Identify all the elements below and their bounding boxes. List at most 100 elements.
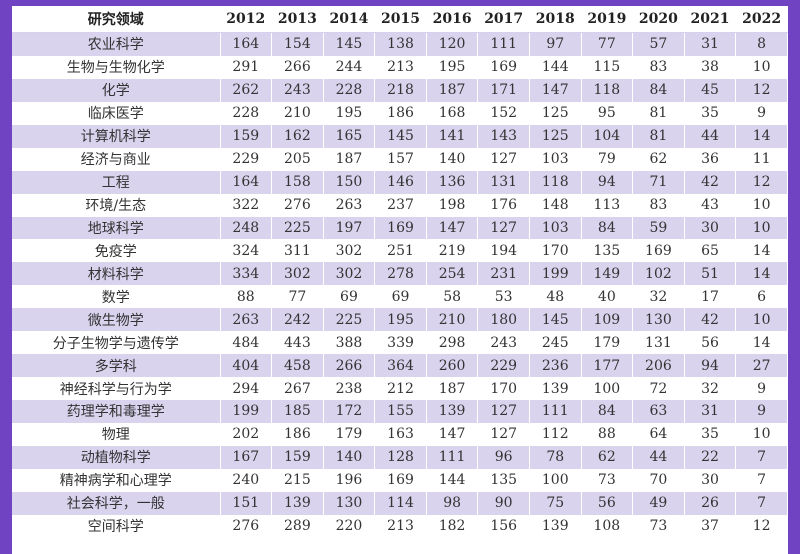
- value-cell: 322: [220, 193, 273, 217]
- value-cell: 266: [323, 354, 376, 378]
- table-row: 计算机科学 159 162 165 145 141 143 125 104 81 44 14: [12, 124, 788, 148]
- value-cell: 43: [684, 193, 737, 217]
- field-name-cell: 工程: [12, 170, 221, 194]
- value-cell: 12: [735, 514, 788, 538]
- value-cell: 108: [581, 514, 634, 538]
- value-cell: 229: [220, 147, 273, 171]
- column-header-year: 2014: [323, 6, 376, 33]
- value-cell: 139: [271, 491, 324, 515]
- value-cell: 139: [529, 514, 582, 538]
- value-cell: 163: [374, 422, 427, 446]
- value-cell: 127: [477, 400, 530, 423]
- value-cell: 199: [220, 400, 273, 423]
- value-cell: 64: [632, 422, 685, 446]
- value-cell: 70: [632, 468, 685, 492]
- value-cell: 225: [323, 308, 376, 332]
- value-cell: 103: [529, 147, 582, 171]
- value-cell: 14: [735, 239, 788, 263]
- value-cell: 278: [374, 262, 427, 286]
- value-cell: 12: [735, 78, 788, 102]
- value-cell: 12: [735, 170, 788, 194]
- value-cell: 118: [529, 170, 582, 194]
- value-cell: 228: [323, 78, 376, 102]
- value-cell: 90: [477, 491, 530, 515]
- value-cell: 167: [220, 445, 273, 469]
- field-name-cell: 生物与生物化学: [12, 55, 221, 79]
- column-header-year: 2020: [632, 6, 685, 33]
- value-cell: 83: [632, 55, 685, 79]
- value-cell: 111: [477, 32, 530, 56]
- value-cell: 213: [374, 55, 427, 79]
- value-cell: 128: [374, 445, 427, 469]
- table-row: 化学 262 243 228 218 187 171 147 118 84 45 12: [12, 78, 788, 102]
- field-name-cell: 药理学和毒理学: [12, 400, 221, 423]
- value-cell: 169: [374, 468, 427, 492]
- field-name-cell: 材料科学: [12, 262, 221, 286]
- value-cell: 156: [477, 514, 530, 538]
- table-row: 空间科学 276 289 220 213 182 156 139 108 73 37 12: [12, 514, 788, 538]
- value-cell: 294: [220, 377, 273, 400]
- value-cell: 45: [684, 78, 737, 102]
- value-cell: 147: [426, 422, 479, 446]
- table-row: 微生物学 263 242 225 195 210 180 145 109 130 42 10: [12, 308, 788, 332]
- field-name-cell: 数学: [12, 285, 221, 309]
- value-cell: 238: [323, 377, 376, 400]
- value-cell: 75: [529, 491, 582, 515]
- value-cell: 210: [426, 308, 479, 332]
- value-cell: 364: [374, 354, 427, 378]
- value-cell: 157: [374, 147, 427, 171]
- value-cell: 17: [684, 285, 737, 309]
- value-cell: 98: [426, 491, 479, 515]
- column-header-year: 2013: [271, 6, 324, 33]
- value-cell: 56: [581, 491, 634, 515]
- value-cell: 302: [323, 239, 376, 263]
- table-row: 数学 88 77 69 69 58 53 48 40 32 17 6: [12, 285, 788, 309]
- value-cell: 113: [581, 193, 634, 217]
- value-cell: 262: [220, 78, 273, 102]
- value-cell: 443: [271, 331, 324, 355]
- field-name-cell: 农业科学: [12, 32, 221, 56]
- value-cell: 199: [529, 262, 582, 286]
- value-cell: 9: [735, 101, 788, 125]
- value-cell: 9: [735, 400, 788, 423]
- field-name-cell: 精神病学和心理学: [12, 468, 221, 492]
- value-cell: 109: [581, 308, 634, 332]
- value-cell: 100: [581, 377, 634, 400]
- column-header-year: 2019: [581, 6, 634, 33]
- field-name-cell: 分子生物学与遗传学: [12, 331, 221, 355]
- value-cell: 210: [271, 101, 324, 125]
- value-cell: 32: [632, 285, 685, 309]
- value-cell: 219: [426, 239, 479, 263]
- value-cell: 228: [220, 101, 273, 125]
- value-cell: 334: [220, 262, 273, 286]
- value-cell: 164: [220, 170, 273, 194]
- value-cell: 103: [529, 216, 582, 240]
- value-cell: 127: [477, 147, 530, 171]
- value-cell: 198: [426, 193, 479, 217]
- value-cell: 213: [374, 514, 427, 538]
- value-cell: 458: [271, 354, 324, 378]
- value-cell: 245: [529, 331, 582, 355]
- value-cell: 53: [477, 285, 530, 309]
- value-cell: 251: [374, 239, 427, 263]
- field-name-cell: 社会科学，一般: [12, 491, 221, 515]
- value-cell: 111: [529, 400, 582, 423]
- value-cell: 186: [271, 422, 324, 446]
- value-cell: 62: [632, 147, 685, 171]
- value-cell: 139: [426, 400, 479, 423]
- value-cell: 311: [271, 239, 324, 263]
- value-cell: 187: [426, 78, 479, 102]
- value-cell: 81: [632, 101, 685, 125]
- value-cell: 36: [684, 147, 737, 171]
- value-cell: 88: [220, 285, 273, 309]
- value-cell: 131: [477, 170, 530, 194]
- value-cell: 84: [581, 216, 634, 240]
- value-cell: 172: [323, 400, 376, 423]
- value-cell: 176: [477, 193, 530, 217]
- value-cell: 77: [581, 32, 634, 56]
- table-row: 地球科学 248 225 197 169 147 127 103 84 59 30 10: [12, 216, 788, 240]
- value-cell: 145: [323, 32, 376, 56]
- value-cell: 26: [684, 491, 737, 515]
- value-cell: 229: [477, 354, 530, 378]
- value-cell: 14: [735, 331, 788, 355]
